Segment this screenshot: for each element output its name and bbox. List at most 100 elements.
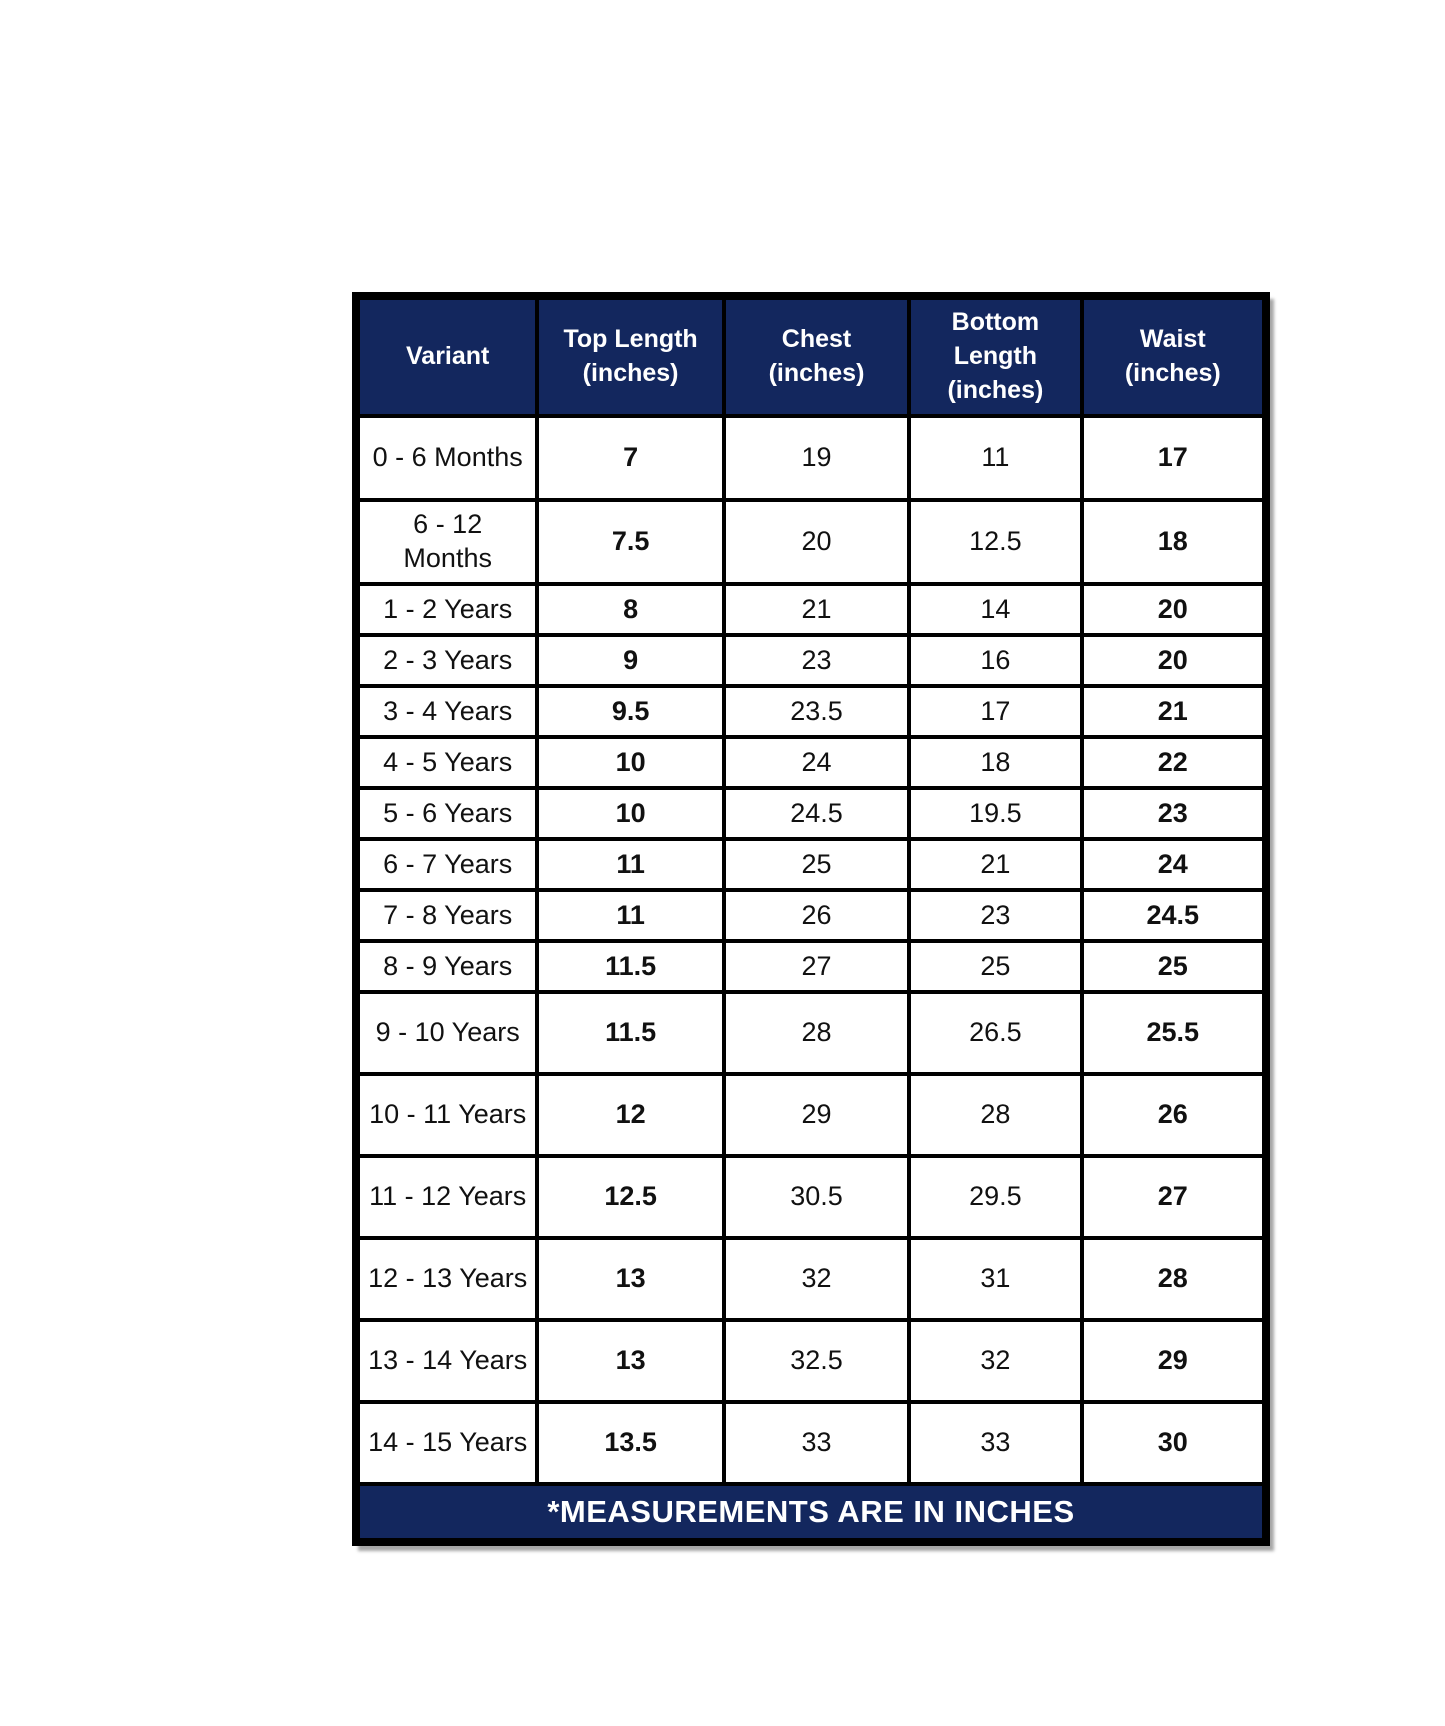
bottom-length-cell: 17 <box>907 684 1084 739</box>
bottom-length-cell: 29.5 <box>907 1154 1084 1240</box>
waist-cell: 21 <box>1079 684 1269 739</box>
table-row: 11 - 12 Years 12.5 30.5 29.5 27 <box>353 1154 1269 1240</box>
table-row: 12 - 13 Years 13 32 31 28 <box>353 1236 1269 1322</box>
top-length-cell: 10 <box>535 786 726 841</box>
variant-cell: 6 - 12 Months <box>353 498 540 586</box>
table-row: 3 - 4 Years 9.5 23.5 17 21 <box>353 684 1269 739</box>
waist-cell: 17 <box>1079 414 1269 502</box>
size-chart-table: Variant Top Length (inches) Chest (inche… <box>352 292 1270 1546</box>
col-header-chest: Chest (inches) <box>721 294 912 418</box>
waist-cell: 23 <box>1079 786 1269 841</box>
table-row: 6 - 12 Months 7.5 20 12.5 18 <box>353 498 1269 586</box>
bottom-length-cell: 26.5 <box>907 990 1084 1076</box>
table-row: 8 - 9 Years 11.5 27 25 25 <box>353 939 1269 994</box>
chest-cell: 24.5 <box>721 786 912 841</box>
top-length-cell: 9 <box>535 633 726 688</box>
waist-cell: 27 <box>1079 1154 1269 1240</box>
variant-cell: 1 - 2 Years <box>353 582 540 637</box>
waist-cell: 24.5 <box>1079 888 1269 943</box>
chest-cell: 23 <box>721 633 912 688</box>
chest-cell: 26 <box>721 888 912 943</box>
size-chart-sheet: Variant Top Length (inches) Chest (inche… <box>352 292 1270 1546</box>
chest-cell: 32 <box>721 1236 912 1322</box>
chest-cell: 30.5 <box>721 1154 912 1240</box>
waist-cell: 18 <box>1079 498 1269 586</box>
chest-cell: 28 <box>721 990 912 1076</box>
footer-row: *MEASUREMENTS ARE IN INCHES <box>354 1482 1268 1544</box>
variant-cell: 13 - 14 Years <box>353 1318 540 1404</box>
variant-cell: 4 - 5 Years <box>353 735 540 790</box>
chest-cell: 20 <box>721 498 912 586</box>
table-row: 9 - 10 Years 11.5 28 26.5 25.5 <box>353 990 1269 1076</box>
table-row: 14 - 15 Years 13.5 33 33 30 <box>353 1400 1269 1486</box>
col-header-top-length: Top Length (inches) <box>535 294 726 418</box>
bottom-length-cell: 31 <box>907 1236 1084 1322</box>
table-row: 13 - 14 Years 13 32.5 32 29 <box>353 1318 1269 1404</box>
col-header-variant: Variant <box>353 294 540 418</box>
chest-cell: 29 <box>721 1072 912 1158</box>
table-row: 0 - 6 Months 7 19 11 17 <box>353 414 1269 502</box>
bottom-length-cell: 12.5 <box>907 498 1084 586</box>
top-length-cell: 9.5 <box>535 684 726 739</box>
bottom-length-cell: 25 <box>907 939 1084 994</box>
bottom-length-cell: 14 <box>907 582 1084 637</box>
top-length-cell: 11.5 <box>535 939 726 994</box>
chest-cell: 21 <box>721 582 912 637</box>
table-row: 7 - 8 Years 11 26 23 24.5 <box>353 888 1269 943</box>
waist-cell: 24 <box>1079 837 1269 892</box>
variant-cell: 6 - 7 Years <box>353 837 540 892</box>
top-length-cell: 13 <box>535 1318 726 1404</box>
variant-cell: 3 - 4 Years <box>353 684 540 739</box>
top-length-cell: 12 <box>535 1072 726 1158</box>
waist-cell: 29 <box>1079 1318 1269 1404</box>
waist-cell: 25.5 <box>1079 990 1269 1076</box>
waist-cell: 20 <box>1079 633 1269 688</box>
waist-cell: 20 <box>1079 582 1269 637</box>
table-row: 6 - 7 Years 11 25 21 24 <box>353 837 1269 892</box>
bottom-length-cell: 19.5 <box>907 786 1084 841</box>
header-row: Variant Top Length (inches) Chest (inche… <box>353 294 1269 418</box>
bottom-length-cell: 28 <box>907 1072 1084 1158</box>
col-header-waist: Waist (inches) <box>1079 294 1269 418</box>
bottom-length-cell: 23 <box>907 888 1084 943</box>
chest-cell: 25 <box>721 837 912 892</box>
bottom-length-cell: 21 <box>907 837 1084 892</box>
table-row: 10 - 11 Years 12 29 28 26 <box>353 1072 1269 1158</box>
chest-cell: 32.5 <box>721 1318 912 1404</box>
waist-cell: 25 <box>1079 939 1269 994</box>
measurements-note: *MEASUREMENTS ARE IN INCHES <box>354 1482 1268 1544</box>
bottom-length-cell: 16 <box>907 633 1084 688</box>
top-length-cell: 7 <box>535 414 726 502</box>
col-header-bottom-length: Bottom Length (inches) <box>907 294 1084 418</box>
top-length-cell: 7.5 <box>535 498 726 586</box>
top-length-cell: 11 <box>535 837 726 892</box>
variant-cell: 2 - 3 Years <box>353 633 540 688</box>
variant-cell: 9 - 10 Years <box>353 990 540 1076</box>
chest-cell: 19 <box>721 414 912 502</box>
top-length-cell: 13.5 <box>535 1400 726 1486</box>
waist-cell: 30 <box>1079 1400 1269 1486</box>
variant-cell: 12 - 13 Years <box>353 1236 540 1322</box>
table-row: 2 - 3 Years 9 23 16 20 <box>353 633 1269 688</box>
top-length-cell: 12.5 <box>535 1154 726 1240</box>
chest-cell: 33 <box>721 1400 912 1486</box>
table-row: 1 - 2 Years 8 21 14 20 <box>353 582 1269 637</box>
waist-cell: 26 <box>1079 1072 1269 1158</box>
variant-cell: 5 - 6 Years <box>353 786 540 841</box>
table-row: 5 - 6 Years 10 24.5 19.5 23 <box>353 786 1269 841</box>
variant-cell: 7 - 8 Years <box>353 888 540 943</box>
top-length-cell: 11 <box>535 888 726 943</box>
variant-cell: 0 - 6 Months <box>353 414 540 502</box>
variant-cell: 14 - 15 Years <box>353 1400 540 1486</box>
variant-cell: 8 - 9 Years <box>353 939 540 994</box>
bottom-length-cell: 11 <box>907 414 1084 502</box>
chest-cell: 27 <box>721 939 912 994</box>
waist-cell: 22 <box>1079 735 1269 790</box>
bottom-length-cell: 18 <box>907 735 1084 790</box>
top-length-cell: 13 <box>535 1236 726 1322</box>
top-length-cell: 8 <box>535 582 726 637</box>
top-length-cell: 11.5 <box>535 990 726 1076</box>
variant-cell: 10 - 11 Years <box>353 1072 540 1158</box>
variant-cell: 11 - 12 Years <box>353 1154 540 1240</box>
chest-cell: 24 <box>721 735 912 790</box>
